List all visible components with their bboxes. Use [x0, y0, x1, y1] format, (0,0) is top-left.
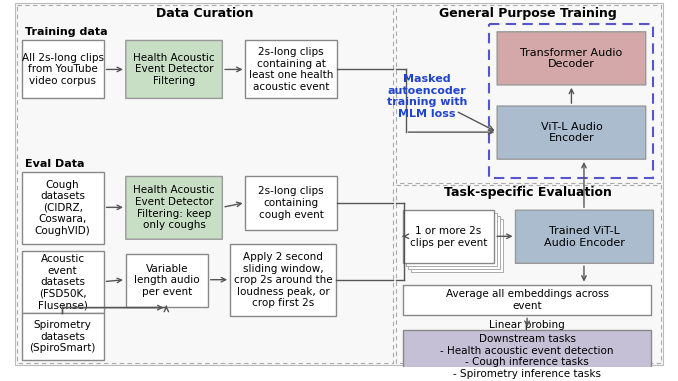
Text: ViT-L Audio
Encoder: ViT-L Audio Encoder [540, 122, 602, 143]
Text: Linear probing: Linear probing [490, 320, 565, 330]
FancyBboxPatch shape [22, 40, 104, 98]
Text: All 2s-long clips
from YouTube
video corpus: All 2s-long clips from YouTube video cor… [22, 53, 104, 86]
FancyBboxPatch shape [245, 176, 337, 229]
Text: Acoustic
event
datasets
(FSD50K,
Flusense): Acoustic event datasets (FSD50K, Flusens… [38, 254, 87, 310]
Text: Eval Data: Eval Data [24, 159, 84, 169]
FancyBboxPatch shape [403, 285, 652, 315]
FancyBboxPatch shape [245, 40, 337, 98]
Text: Apply 2 second
sliding window,
crop 2s around the
loudness peak, or
crop first 2: Apply 2 second sliding window, crop 2s a… [234, 252, 332, 308]
FancyBboxPatch shape [126, 254, 208, 307]
Text: 2s-long clips
containing at
least one health
acoustic event: 2s-long clips containing at least one he… [249, 47, 334, 92]
FancyBboxPatch shape [408, 216, 500, 269]
Text: Data Curation: Data Curation [156, 7, 254, 20]
FancyBboxPatch shape [403, 210, 494, 263]
FancyBboxPatch shape [22, 251, 104, 314]
FancyBboxPatch shape [22, 172, 104, 244]
FancyBboxPatch shape [497, 106, 645, 159]
FancyBboxPatch shape [126, 40, 222, 98]
Text: Downstream tasks
- Health acoustic event detection
- Cough inference tasks
- Spi: Downstream tasks - Health acoustic event… [440, 334, 614, 379]
FancyBboxPatch shape [22, 314, 104, 360]
FancyBboxPatch shape [515, 210, 654, 263]
FancyBboxPatch shape [497, 32, 645, 85]
FancyBboxPatch shape [230, 244, 336, 316]
Text: Health Acoustic
Event Detector
Filtering: keep
only coughs: Health Acoustic Event Detector Filtering… [134, 186, 215, 230]
Text: Average all embeddings across
event: Average all embeddings across event [445, 289, 609, 311]
FancyBboxPatch shape [126, 176, 222, 239]
Text: General Purpose Training: General Purpose Training [439, 7, 617, 20]
Text: Transformer Audio
Decoder: Transformer Audio Decoder [520, 48, 622, 69]
Text: Task-specific Evaluation: Task-specific Evaluation [444, 186, 612, 199]
Text: Cough
datasets
(CIDRZ,
Coswara,
CoughVID): Cough datasets (CIDRZ, Coswara, CoughVID… [35, 179, 91, 236]
Text: Variable
length audio
per event: Variable length audio per event [134, 264, 199, 297]
FancyBboxPatch shape [405, 213, 497, 266]
FancyBboxPatch shape [403, 330, 652, 381]
Text: Spirometry
datasets
(SpiroSmart): Spirometry datasets (SpiroSmart) [30, 320, 96, 353]
FancyBboxPatch shape [15, 3, 663, 365]
Text: Training data: Training data [24, 27, 107, 37]
Text: Health Acoustic
Event Detector
Filtering: Health Acoustic Event Detector Filtering [134, 53, 215, 86]
Text: Masked
autoencoder
training with
MLM loss: Masked autoencoder training with MLM los… [386, 74, 467, 119]
FancyBboxPatch shape [412, 219, 503, 272]
Text: 1 or more 2s
clips per event: 1 or more 2s clips per event [410, 226, 487, 248]
Text: Trained ViT-L
Audio Encoder: Trained ViT-L Audio Encoder [544, 226, 625, 248]
Text: 2s-long clips
containing
cough event: 2s-long clips containing cough event [258, 186, 324, 219]
